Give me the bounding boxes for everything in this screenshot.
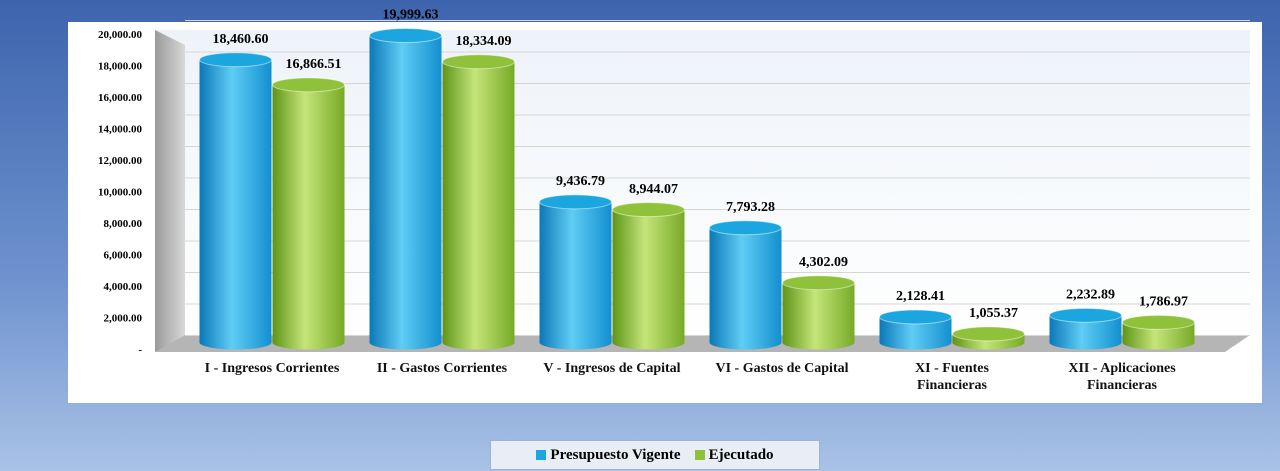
- y-tick-label: 12,000.00: [98, 155, 143, 167]
- data-label: 2,128.41: [896, 289, 945, 304]
- y-tick-label: 8,000.00: [104, 218, 143, 230]
- bar-bottom: [709, 335, 782, 350]
- y-tick-label: 20,000.00: [98, 29, 143, 41]
- x-tick-label: V - Ingresos de Capital: [543, 361, 681, 376]
- bar-top: [709, 220, 782, 236]
- bar-bottom: [442, 335, 515, 350]
- data-label: 18,334.09: [456, 34, 512, 49]
- data-label: 8,944.07: [629, 182, 678, 197]
- bar-bottom: [272, 335, 345, 350]
- data-label: 9,436.79: [556, 174, 605, 189]
- legend-swatch: [536, 450, 547, 460]
- y-tick-label: 14,000.00: [98, 124, 143, 136]
- data-label: 2,232.89: [1066, 288, 1115, 303]
- bar: [442, 61, 515, 343]
- data-label: 1,055.37: [969, 306, 1018, 321]
- bar-top: [1122, 314, 1195, 330]
- legend-label: Ejecutado: [708, 446, 774, 463]
- bar: [539, 201, 612, 343]
- bar-bottom: [1049, 335, 1122, 350]
- legend-item: Ejecutado: [694, 446, 774, 464]
- bar: [612, 209, 685, 343]
- data-label: 19,999.63: [383, 8, 439, 23]
- bar-bottom: [199, 335, 272, 350]
- bar-top: [539, 194, 612, 210]
- legend: Presupuesto Vigente Ejecutado: [490, 440, 820, 470]
- y-tick-label: 16,000.00: [98, 92, 143, 104]
- legend-label: Presupuesto Vigente: [550, 446, 681, 463]
- bar: [272, 84, 345, 343]
- bar: [709, 227, 782, 343]
- y-tick-label: -: [138, 344, 142, 356]
- bar-bottom: [612, 335, 685, 350]
- data-label: 7,793.28: [726, 200, 775, 215]
- legend-item: Presupuesto Vigente: [536, 446, 681, 464]
- x-tick-label: XII - Aplicaciones Financieras: [1068, 361, 1176, 393]
- bar-top: [782, 275, 855, 291]
- bar: [369, 35, 442, 343]
- data-label: 16,866.51: [286, 57, 342, 72]
- bar: [199, 59, 272, 343]
- bar: [782, 282, 855, 343]
- bar-top: [612, 202, 685, 218]
- data-label: 18,460.60: [213, 32, 269, 47]
- x-tick-label: II - Gastos Corrientes: [376, 361, 508, 376]
- bar-bottom: [539, 335, 612, 350]
- y-tick-label: 2,000.00: [104, 313, 143, 325]
- bar-top: [369, 28, 442, 44]
- bar-top: [879, 309, 952, 325]
- bar-bottom: [1122, 335, 1195, 350]
- bar-top: [199, 52, 272, 68]
- bar-bottom: [879, 335, 952, 350]
- side-wall: [155, 30, 185, 352]
- bar-top: [1049, 307, 1122, 323]
- bar-top: [952, 326, 1025, 342]
- bar-top: [442, 54, 515, 70]
- legend-swatch: [694, 450, 705, 460]
- data-label: 4,302.09: [799, 255, 848, 270]
- bar-top: [272, 77, 345, 93]
- data-label: 1,786.97: [1139, 295, 1188, 310]
- x-tick-label: I - Ingresos Corrientes: [204, 361, 340, 376]
- y-tick-label: 6,000.00: [104, 250, 143, 262]
- bar-bottom: [782, 335, 855, 350]
- y-tick-label: 18,000.00: [98, 61, 143, 73]
- bar-bottom: [369, 335, 442, 350]
- x-tick-label: VI - Gastos de Capital: [715, 361, 849, 376]
- x-tick-label: XI - Fuentes Financieras: [915, 361, 989, 393]
- y-tick-label: 4,000.00: [104, 281, 143, 293]
- y-tick-label: 10,000.00: [98, 187, 143, 199]
